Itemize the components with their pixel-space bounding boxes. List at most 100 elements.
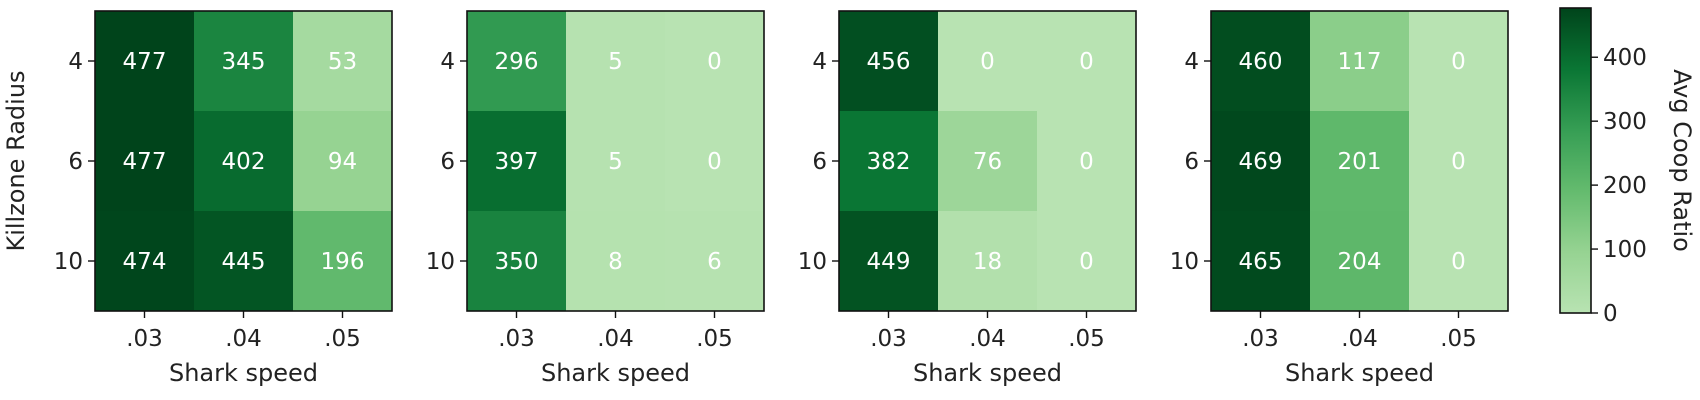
heatmap-cell: [467, 111, 567, 212]
cell-value-label: 196: [321, 249, 365, 275]
x-tick-label: .03: [870, 326, 907, 352]
heatmap-cell: [1211, 111, 1311, 212]
x-tick-label: .03: [126, 326, 163, 352]
heatmap-cell: [839, 11, 939, 112]
heatmap-cell: [665, 11, 765, 112]
heatmap-cell: [566, 111, 666, 212]
cell-value-label: 397: [495, 149, 539, 175]
cell-value-label: 345: [222, 49, 266, 75]
heatmap-cell: [95, 111, 195, 212]
cell-value-label: 6: [707, 249, 722, 275]
x-tick-label: .03: [498, 326, 535, 352]
cell-value-label: 460: [1239, 49, 1283, 75]
colorbar-tick-label: 200: [1603, 173, 1647, 199]
cell-value-label: 0: [1451, 49, 1466, 75]
heatmap-cell: [1037, 11, 1137, 112]
y-tick-label: 4: [440, 49, 455, 75]
y-tick-label: 4: [1184, 49, 1199, 75]
cell-value-label: 94: [328, 149, 357, 175]
heatmap-cell: [1409, 111, 1509, 212]
heatmap-cell: [293, 211, 393, 312]
y-tick-label: 4: [68, 49, 83, 75]
x-tick-label: .04: [1341, 326, 1378, 352]
x-tick-label: .04: [969, 326, 1006, 352]
cell-value-label: 204: [1338, 249, 1382, 275]
cell-value-label: 465: [1239, 249, 1283, 275]
x-tick-label: .03: [1242, 326, 1279, 352]
cell-value-label: 0: [1451, 249, 1466, 275]
y-tick-label: 4: [812, 49, 827, 75]
y-tick-label: 6: [1184, 149, 1199, 175]
y-tick-label: 10: [1170, 249, 1199, 275]
heatmap-cell: [95, 11, 195, 112]
heatmap-cell: [293, 111, 393, 212]
colorbar-tick-label: 400: [1603, 45, 1647, 71]
x-axis-label: Shark speed: [541, 359, 690, 387]
heatmap-cell: [938, 11, 1038, 112]
heatmap-cell: [1211, 11, 1311, 112]
heatmap-cell: [839, 111, 939, 212]
x-tick-label: .05: [696, 326, 733, 352]
y-tick-label: 6: [68, 149, 83, 175]
heatmap-cell: [938, 111, 1038, 212]
heatmap-cell: [1310, 111, 1410, 212]
cell-value-label: 76: [973, 149, 1002, 175]
cell-value-label: 0: [707, 49, 722, 75]
cell-value-label: 0: [1079, 149, 1094, 175]
heatmap-cell: [194, 111, 294, 212]
cell-value-label: 402: [222, 149, 266, 175]
heatmap-cell: [293, 11, 393, 112]
heatmap-cell: [839, 211, 939, 312]
cell-value-label: 449: [867, 249, 911, 275]
cell-value-label: 8: [608, 249, 623, 275]
heatmap-cell: [1037, 211, 1137, 312]
colorbar-tick-label: 300: [1603, 109, 1647, 135]
y-axis-label: Killzone Radius: [2, 70, 30, 251]
cell-value-label: 456: [867, 49, 911, 75]
heatmap-cell: [1310, 11, 1410, 112]
heatmap-cell: [1409, 11, 1509, 112]
heatmap-cell: [665, 111, 765, 212]
colorbar-label: Avg Coop Ratio: [1668, 69, 1696, 252]
cell-value-label: 477: [123, 49, 167, 75]
x-axis-label: Shark speed: [913, 359, 1062, 387]
y-tick-label: 10: [426, 249, 455, 275]
cell-value-label: 382: [867, 149, 911, 175]
cell-value-label: 5: [608, 149, 623, 175]
heatmap-cell: [938, 211, 1038, 312]
cell-value-label: 0: [980, 49, 995, 75]
x-tick-label: .04: [597, 326, 634, 352]
heatmap-cell: [467, 11, 567, 112]
heatmap-cell: [1211, 211, 1311, 312]
cell-value-label: 474: [123, 249, 167, 275]
colorbar-tick-label: 0: [1603, 301, 1618, 327]
cell-value-label: 469: [1239, 149, 1283, 175]
x-tick-label: .05: [324, 326, 361, 352]
x-axis-label: Shark speed: [169, 359, 318, 387]
x-tick-label: .05: [1440, 326, 1477, 352]
cell-value-label: 5: [608, 49, 623, 75]
x-axis-label: Shark speed: [1285, 359, 1434, 387]
heatmap-cell: [665, 211, 765, 312]
cell-value-label: 117: [1338, 49, 1382, 75]
heatmap-cell: [194, 11, 294, 112]
heatmap-cell: [194, 211, 294, 312]
heatmap-cell: [95, 211, 195, 312]
cell-value-label: 0: [1451, 149, 1466, 175]
cell-value-label: 445: [222, 249, 266, 275]
y-tick-label: 10: [798, 249, 827, 275]
heatmap-cell: [566, 211, 666, 312]
y-tick-label: 10: [54, 249, 83, 275]
heatmap-cell: [1310, 211, 1410, 312]
cell-value-label: 0: [1079, 249, 1094, 275]
heatmap-cell: [566, 11, 666, 112]
cell-value-label: 0: [1079, 49, 1094, 75]
colorbar-tick-label: 100: [1603, 237, 1647, 263]
cell-value-label: 296: [495, 49, 539, 75]
cell-value-label: 18: [973, 249, 1002, 275]
y-tick-label: 6: [440, 149, 455, 175]
heatmap-cell: [1409, 211, 1509, 312]
colorbar: [1559, 7, 1592, 314]
heatmap-cell: [467, 211, 567, 312]
